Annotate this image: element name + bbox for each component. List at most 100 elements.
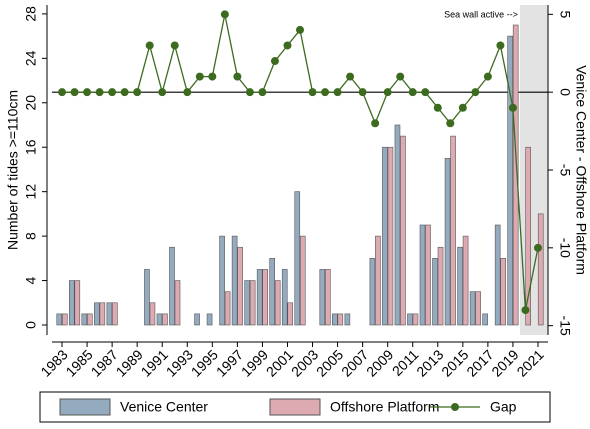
bar (99, 302, 106, 326)
point (396, 72, 405, 81)
x-tick-label: 2013 (413, 346, 446, 379)
bar (450, 135, 456, 326)
point (458, 103, 467, 112)
x-tick-label: 1989 (113, 346, 146, 379)
point (358, 88, 367, 97)
point (521, 306, 530, 315)
bar (475, 291, 481, 326)
legend-label: Gap (490, 399, 517, 415)
bar (74, 280, 81, 326)
bar (219, 235, 225, 326)
legend-swatch (451, 403, 459, 411)
bar (332, 313, 338, 326)
point (170, 41, 179, 50)
x-tick-label: 2021 (513, 346, 546, 379)
point (421, 88, 430, 97)
point (296, 25, 304, 34)
bar (407, 313, 413, 326)
point (346, 72, 355, 81)
point (308, 88, 317, 97)
bar (56, 313, 63, 326)
bar (469, 291, 476, 326)
bar (387, 146, 394, 326)
y-tick-label: 4 (23, 276, 39, 284)
y2-tick-label: -5 (557, 164, 573, 177)
bar (412, 313, 419, 326)
point (270, 57, 279, 66)
legend-label: Offshore Platform (330, 399, 439, 415)
bar (507, 35, 513, 326)
bar (237, 246, 243, 326)
bar (162, 313, 168, 326)
y-tick-label: 24 (23, 50, 39, 66)
bar (231, 235, 238, 326)
bar (68, 280, 75, 326)
point (208, 72, 217, 81)
y-tick-label: 16 (23, 139, 39, 155)
point (133, 88, 142, 97)
x-tick-label: 1993 (163, 346, 196, 379)
point (158, 88, 167, 97)
y-tick-label: 12 (23, 184, 39, 200)
bar (281, 269, 288, 326)
point (195, 72, 204, 81)
y-tick-label: 0 (23, 321, 39, 329)
y2-tick-label: -10 (557, 238, 573, 258)
bar (206, 313, 213, 326)
bar (256, 269, 263, 326)
point (321, 88, 330, 97)
point (108, 88, 117, 97)
bar (394, 124, 401, 326)
bar (61, 313, 68, 326)
y2-tick-label: 0 (557, 88, 573, 96)
point (95, 88, 104, 97)
bar (112, 302, 118, 326)
bar (382, 146, 388, 326)
x-tick-label: 1999 (238, 346, 271, 379)
point (508, 103, 517, 112)
point (283, 41, 292, 50)
bar (144, 269, 150, 326)
bar (262, 269, 268, 326)
y-tick-label: 20 (23, 95, 39, 111)
bar (444, 158, 451, 326)
x-tick-label: 2007 (338, 346, 371, 379)
bar (537, 213, 544, 326)
point (245, 88, 254, 97)
point (433, 103, 442, 112)
point (471, 88, 480, 97)
point (446, 119, 455, 128)
point (145, 41, 154, 50)
bar (294, 191, 301, 326)
x-tick-label: 2017 (463, 346, 496, 379)
bar (249, 280, 256, 326)
bar (194, 313, 200, 326)
bar (457, 246, 463, 326)
legend-swatch (269, 398, 321, 416)
bar (432, 258, 438, 326)
bar (169, 246, 175, 326)
x-tick-label: 2019 (488, 346, 521, 379)
point (220, 10, 229, 19)
bar (319, 269, 326, 326)
bar (269, 258, 275, 326)
x-tick-label: 2005 (313, 346, 346, 379)
y2-tick-label: -15 (557, 316, 573, 336)
bar (369, 258, 376, 326)
point (408, 88, 417, 97)
bar (525, 146, 532, 326)
x-tick-label: 2009 (363, 346, 396, 379)
x-tick-label: 2001 (263, 346, 296, 379)
bar (94, 302, 100, 326)
point (371, 119, 380, 128)
point (58, 88, 67, 97)
bar (400, 135, 406, 326)
bar (437, 246, 444, 326)
point (483, 72, 492, 81)
bar (337, 313, 344, 326)
point (233, 72, 242, 81)
bar (482, 313, 488, 326)
x-tick-label: 2015 (438, 346, 471, 379)
bar (512, 24, 519, 326)
point (258, 88, 267, 97)
